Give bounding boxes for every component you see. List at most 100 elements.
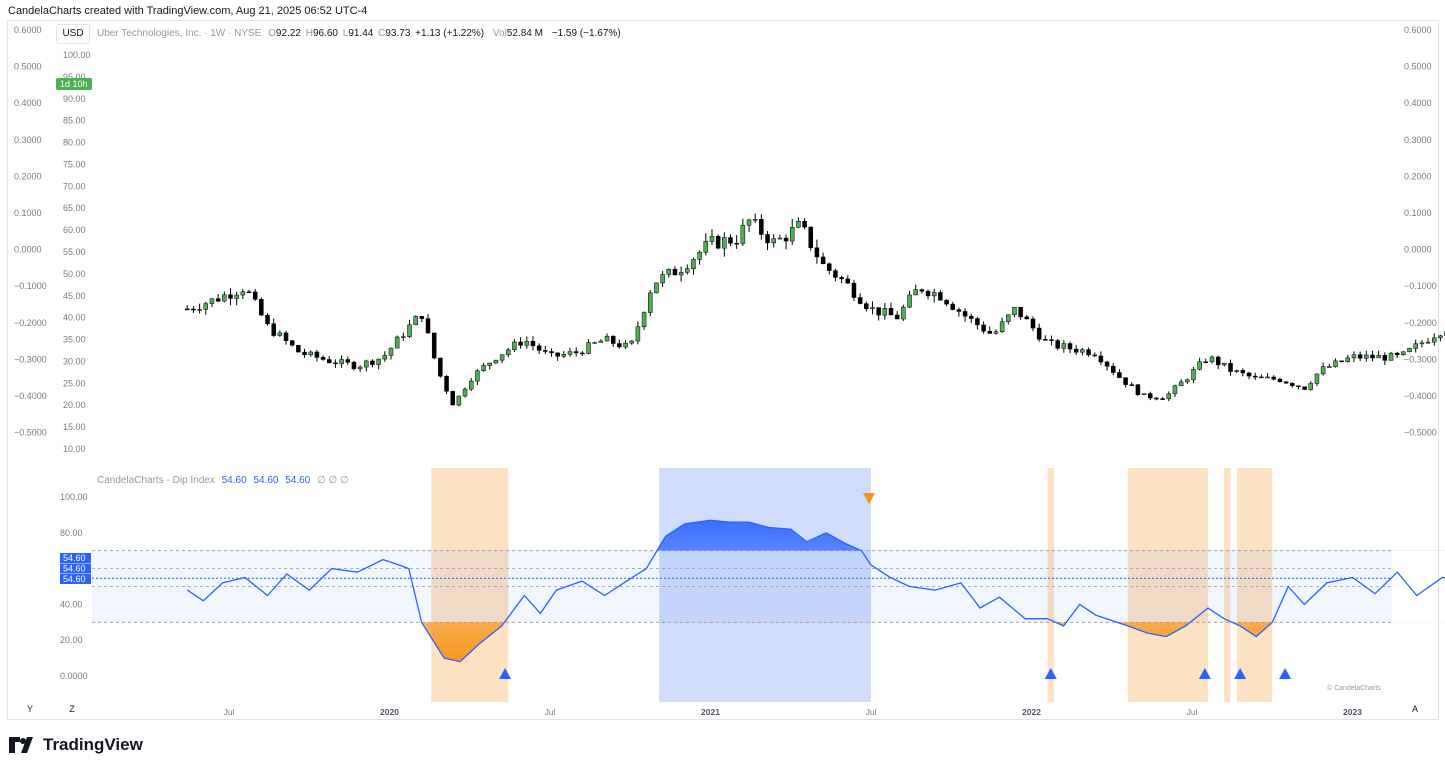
candle-body	[777, 237, 783, 240]
right-axis-tick: 0.0000	[1404, 245, 1432, 255]
candle	[1394, 351, 1400, 358]
candle	[1203, 358, 1209, 364]
candle	[364, 359, 369, 372]
candle-body	[913, 289, 918, 296]
candle	[524, 336, 530, 349]
candle-body	[839, 277, 844, 280]
indicator-legend[interactable]: CandelaCharts - Dip Index 54.60 54.60 54…	[97, 475, 349, 486]
candle-body	[771, 238, 776, 244]
candle	[857, 293, 863, 305]
candle	[240, 288, 246, 300]
candle	[536, 343, 542, 354]
candle	[1333, 358, 1338, 368]
candle-body	[573, 351, 579, 354]
candle-body	[956, 309, 962, 312]
candle-body	[567, 351, 573, 355]
dip-index-line	[186, 519, 1445, 663]
candle-body	[1376, 355, 1381, 359]
candle	[431, 332, 437, 360]
candle	[1382, 352, 1388, 365]
candle-body	[475, 370, 480, 382]
candle	[1006, 314, 1011, 325]
candle-body	[1327, 366, 1332, 368]
candle	[567, 347, 573, 357]
indicator-axis-tick: 80.00	[60, 528, 83, 538]
candle-body	[1302, 386, 1307, 390]
open-value: 92.22	[275, 28, 301, 39]
candle	[1024, 314, 1030, 320]
candle-body	[1259, 376, 1264, 379]
candle-body	[1160, 398, 1165, 400]
candle-body	[962, 311, 968, 317]
year-scale-button[interactable]: Y	[26, 704, 33, 714]
candle	[1061, 340, 1067, 353]
auto-scale-button[interactable]: A	[1411, 704, 1418, 714]
candle-body	[894, 314, 900, 320]
candle	[351, 360, 357, 371]
candle-body	[604, 335, 610, 342]
chart-credit: CandelaCharts created with TradingView.c…	[8, 5, 368, 17]
bar-countdown-badge: 1d 10h	[56, 78, 92, 90]
candle	[1240, 368, 1246, 377]
candle-body	[1357, 354, 1363, 359]
candle	[999, 317, 1005, 333]
currency-button[interactable]: USD	[56, 24, 90, 44]
candle	[635, 321, 641, 345]
candle	[820, 252, 826, 265]
right-axis-tick: −0.3000	[1404, 354, 1437, 364]
candle	[468, 378, 474, 391]
candle	[851, 279, 857, 301]
tradingview-logo[interactable]: TradingView	[9, 735, 143, 755]
symbol-legend[interactable]: Uber Technologies, Inc. · 1W · NYSE O92.…	[97, 28, 623, 39]
candle	[438, 357, 443, 378]
candle-body	[851, 282, 857, 298]
right-axis-tick: 0.3000	[1404, 135, 1432, 145]
candle	[1092, 352, 1097, 358]
candle-body	[783, 237, 789, 242]
candle	[382, 351, 388, 362]
candle	[833, 268, 838, 282]
price-axis-tick: 35.00	[63, 335, 86, 345]
candle	[1388, 351, 1394, 361]
buy-signal-marker	[1234, 668, 1247, 679]
candle-body	[1110, 365, 1116, 373]
candle	[580, 351, 585, 356]
candle-body	[1024, 316, 1030, 320]
candle	[827, 262, 832, 275]
dip-zone	[1236, 468, 1273, 702]
candle-body	[610, 335, 616, 344]
candle	[1123, 377, 1128, 388]
candle-body	[734, 242, 739, 245]
candle-body	[833, 270, 838, 278]
candle-body	[512, 341, 517, 351]
candle	[499, 354, 505, 364]
candle	[413, 315, 418, 326]
candle	[765, 230, 770, 251]
candle-body	[728, 237, 733, 244]
right-axis-tick: −0.5000	[1404, 428, 1437, 438]
time-axis-tick: Jul	[545, 707, 556, 717]
candle-body	[685, 268, 690, 273]
candle-body	[1277, 378, 1283, 383]
candle	[913, 284, 918, 296]
candle-body	[487, 362, 493, 366]
candle	[1067, 341, 1073, 354]
candle	[549, 348, 554, 357]
candle-body	[740, 224, 746, 244]
candle	[401, 332, 406, 341]
candle	[1357, 351, 1363, 361]
time-axis-tick: Jul	[1187, 707, 1198, 717]
indicator-na-values: ∅ ∅ ∅	[317, 475, 349, 486]
candle	[222, 291, 227, 303]
zoom-button[interactable]: Z	[69, 704, 75, 714]
candle-body	[1117, 372, 1122, 378]
candle-body	[191, 308, 196, 311]
indicator-value-3: 54.60	[285, 475, 311, 486]
time-axis-tick: 2020	[380, 707, 399, 717]
candle	[610, 335, 616, 347]
candle	[506, 347, 511, 358]
right-axis-tick: −0.2000	[1404, 318, 1437, 328]
candle-body	[1098, 355, 1104, 363]
candle-body	[691, 259, 696, 270]
